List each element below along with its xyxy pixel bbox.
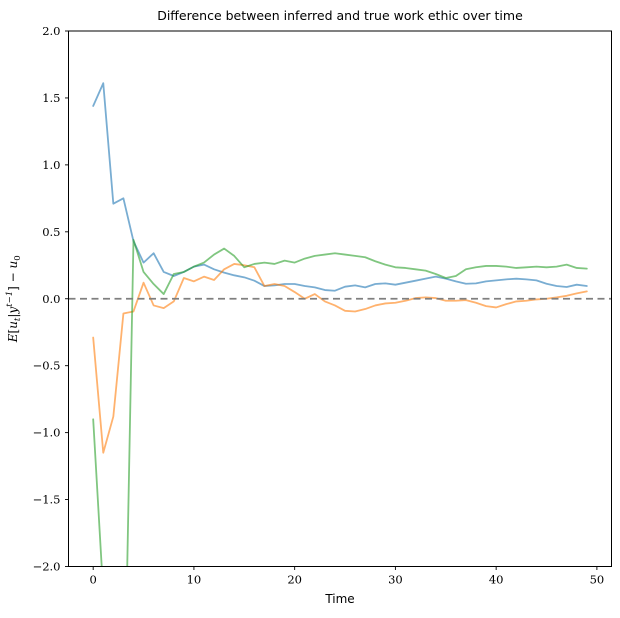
y-axis-label: E[ut|yt−1] − u0 xyxy=(5,255,23,343)
axis-ticks: 0 10 20 30 40 50 −2.0 −1.5 −1.0 −0.5 0.0 0.5 1.0 1.5 2… xyxy=(33,24,605,587)
line-inferred-minus-true-run-3-green xyxy=(92,238,588,567)
y-tick-label: 1.5 xyxy=(42,91,60,105)
y-tick-label: 0.0 xyxy=(42,292,60,306)
y-tick-label: −2.0 xyxy=(33,560,61,574)
x-tick-label: 0 xyxy=(90,573,97,587)
y-tick-label: −1.0 xyxy=(33,426,61,440)
line-inferred-minus-true-run-2-orange xyxy=(92,263,588,454)
y-tick-label: −1.5 xyxy=(33,493,61,507)
x-tick-label: 30 xyxy=(388,573,403,587)
plot-frame xyxy=(68,30,612,567)
x-axis-label: Time xyxy=(324,592,354,606)
data-series xyxy=(92,82,588,567)
y-tick-label: 0.5 xyxy=(42,225,60,239)
x-tick-label: 20 xyxy=(287,573,302,587)
line-inferred-minus-true-run-1-blue xyxy=(92,82,588,292)
chart-title: Difference between inferred and true wor… xyxy=(157,8,523,23)
x-tick-label: 50 xyxy=(590,573,605,587)
y-tick-label: 2.0 xyxy=(42,24,60,38)
axes-spines xyxy=(68,30,612,567)
y-tick-label: −0.5 xyxy=(33,359,61,373)
y-tick-label: 1.0 xyxy=(42,158,60,172)
x-tick-label: 10 xyxy=(187,573,202,587)
x-tick-label: 40 xyxy=(489,573,504,587)
